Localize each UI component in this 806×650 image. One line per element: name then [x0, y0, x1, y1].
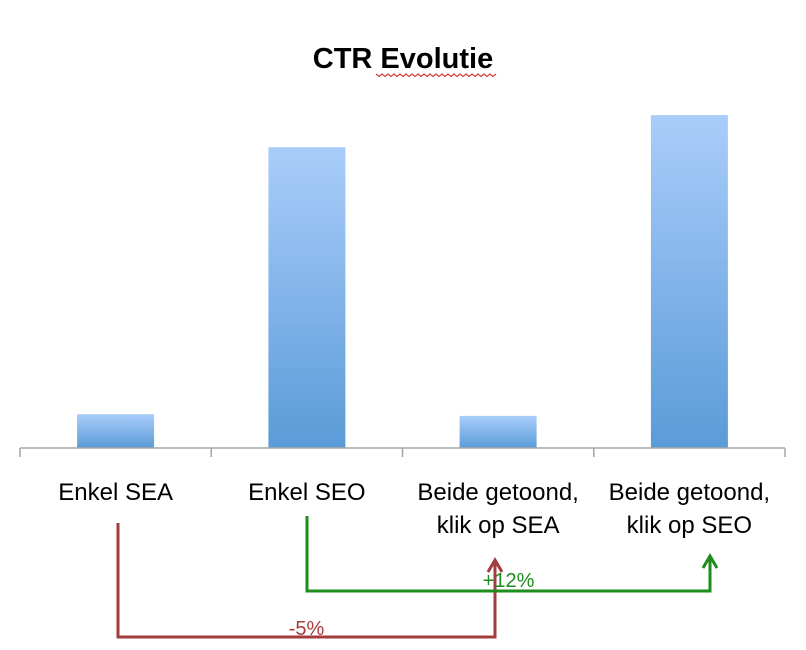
annotation-arrow-head-1 [701, 553, 719, 569]
bars-layer [77, 115, 728, 448]
category-label-2: Beide getoond, klik op SEA [417, 479, 578, 539]
x-axis [19, 447, 786, 457]
bar-0 [77, 414, 155, 448]
bar-3 [650, 115, 728, 448]
category-labels: Enkel SEA Enkel SEO Beide getoond, klik op … [58, 479, 770, 539]
bar-2 [459, 415, 537, 448]
chart-title: CTR Evolutie [313, 43, 493, 75]
category-label-1: Enkel SEO [248, 479, 365, 506]
annotation-arrow-line-0 [116, 523, 497, 639]
annotation-arrow-head-0 [486, 557, 504, 573]
spellcheck-underline [375, 73, 497, 78]
category-label-0: Enkel SEA [58, 479, 173, 506]
annotation-label-0: -5% [289, 618, 325, 640]
bar-1 [268, 147, 346, 448]
annotation-label-1: +12% [483, 570, 535, 592]
annotation-arrow-line-1 [305, 516, 712, 593]
annotations: -5% +12% [116, 516, 719, 640]
category-label-3: Beide getoond, klik op SEO [609, 479, 770, 539]
